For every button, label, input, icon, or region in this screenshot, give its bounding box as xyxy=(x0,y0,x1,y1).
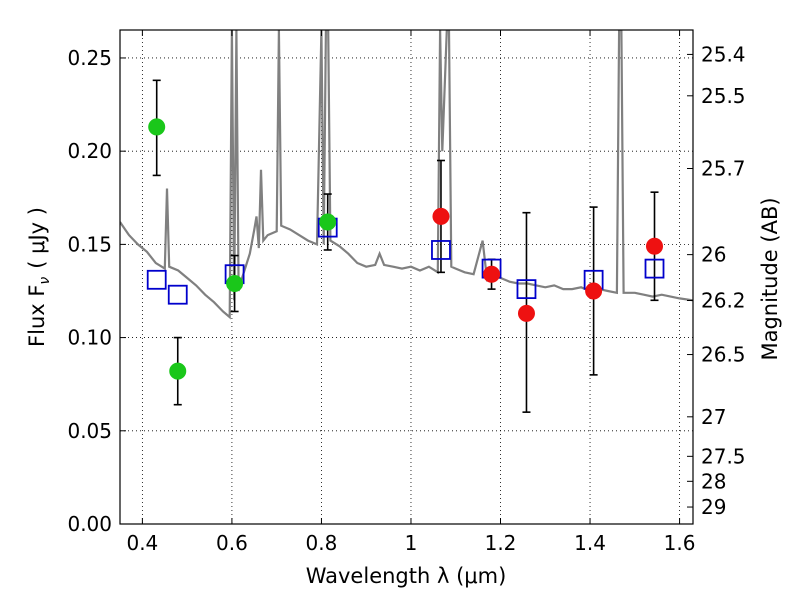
right-tick-label: 26.5 xyxy=(701,343,746,367)
x-tick-label: 1 xyxy=(405,531,418,555)
marker-layer xyxy=(146,118,665,380)
right-tick-label: 27.5 xyxy=(701,444,746,468)
right-tick-label: 27 xyxy=(701,405,726,429)
y-axis-label-sub: ν xyxy=(37,277,53,285)
x-tick-label: 1.4 xyxy=(574,531,606,555)
spectrum-layer xyxy=(120,30,693,320)
x-axis-label: Wavelength λ (μm) xyxy=(306,564,507,588)
x-tick-label: 1.6 xyxy=(664,531,696,555)
right-tick-label: 26.2 xyxy=(701,288,746,312)
observed-flux-point xyxy=(483,265,501,283)
x-axis-ticks: 0.4 0.6 0.8 1 1.2 1.4 1.6 xyxy=(126,30,695,555)
model-photometry-square xyxy=(644,258,665,279)
model-photometry-square xyxy=(431,240,451,260)
right-tick-label: 25.4 xyxy=(701,42,746,66)
model-photometry-square xyxy=(146,269,167,290)
observed-flux-point xyxy=(646,237,664,255)
right-axis-label: Magnitude (AB) xyxy=(758,197,782,360)
observed-flux-point xyxy=(517,304,535,322)
y-axis-ticks: 0.00 0.05 0.10 0.15 0.20 0.25 xyxy=(67,46,126,536)
y-tick-label: 0.15 xyxy=(67,232,112,256)
y-tick-label: 0.05 xyxy=(67,419,112,443)
y-tick-label: 0.20 xyxy=(67,139,112,163)
right-tick-label: 28 xyxy=(701,469,726,493)
observed-flux-point xyxy=(226,275,244,293)
plot-frame xyxy=(119,29,694,525)
x-tick-label: 0.8 xyxy=(306,531,338,555)
y-axis-label-unit: ( μJy ) xyxy=(25,207,49,269)
observed-flux-point xyxy=(432,207,450,225)
y-tick-label: 0.10 xyxy=(67,326,112,350)
x-tick-label: 1.2 xyxy=(485,531,517,555)
observed-flux-point xyxy=(148,118,166,136)
right-tick-label: 29 xyxy=(701,495,726,519)
right-tick-label: 26 xyxy=(701,243,726,267)
y-tick-label: 0.25 xyxy=(67,46,112,70)
model-photometry-square xyxy=(167,284,188,305)
right-tick-label: 25.7 xyxy=(701,157,746,181)
y-axis-label-main: Flux F xyxy=(25,285,49,347)
y-axis-label: Flux Fν ( μJy ) xyxy=(25,207,53,347)
y-tick-label: 0.00 xyxy=(67,512,112,536)
observed-flux-point xyxy=(169,362,187,380)
observed-flux-point xyxy=(585,282,603,300)
right-tick-label: 25.5 xyxy=(701,84,746,108)
observed-flux-point xyxy=(319,213,337,231)
plot-area xyxy=(120,30,693,524)
x-tick-label: 0.4 xyxy=(126,531,158,555)
x-tick-label: 0.6 xyxy=(216,531,248,555)
model-spectrum-line xyxy=(120,30,693,320)
model-photometry-square xyxy=(516,279,537,300)
